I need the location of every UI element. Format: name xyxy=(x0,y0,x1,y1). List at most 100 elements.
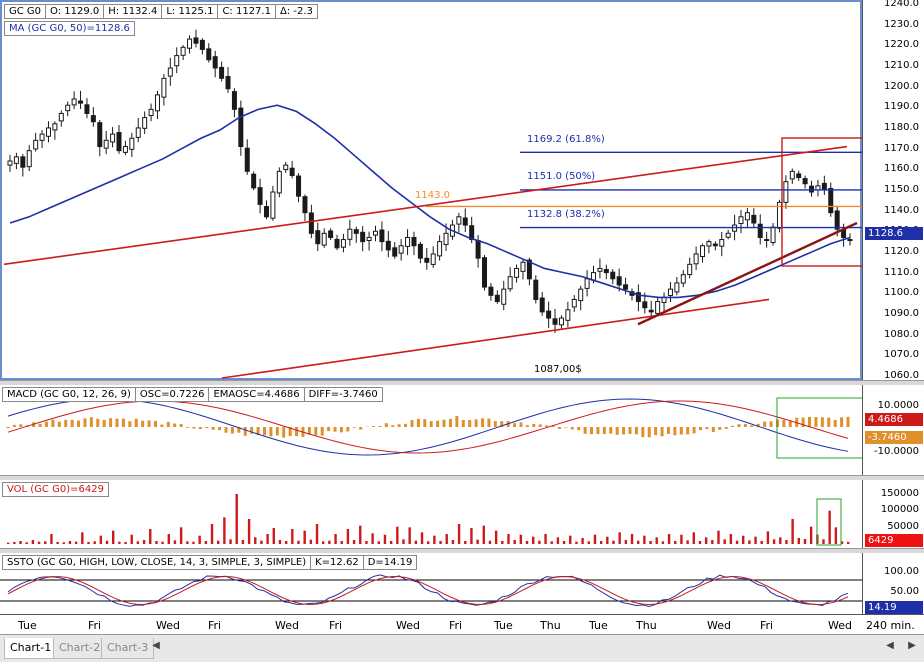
volume-tag: 6429 xyxy=(865,534,923,547)
volume-bar xyxy=(279,540,281,544)
volume-bar xyxy=(532,537,534,544)
macd-histogram-bar xyxy=(58,422,61,427)
candle-body xyxy=(239,108,243,146)
chart-tab-bar: Chart-1 Chart-2 Chart-3 ◀ ◀ ▶ xyxy=(0,634,924,662)
candle-body xyxy=(284,165,288,169)
ssto-k: K=12.62 xyxy=(310,555,364,570)
ssto-pane[interactable]: SSTO (GC G0, HIGH, LOW, CLOSE, 14, 3, SI… xyxy=(0,553,924,614)
candle-body xyxy=(329,231,333,237)
macd-histogram-bar xyxy=(404,424,407,427)
macd-histogram-bar xyxy=(378,426,381,427)
macd-histogram-bar xyxy=(192,427,195,429)
volume-bar xyxy=(606,537,608,544)
macd-plot[interactable]: MACD (GC G0, 12, 26, 9) OSC=0.7226 EMAOS… xyxy=(0,385,862,475)
volume-label: VOL (GC G0)=6429 xyxy=(2,482,109,497)
macd-histogram-bar xyxy=(327,427,330,431)
macd-osc: OSC=0.7226 xyxy=(135,387,210,402)
volume-bar xyxy=(155,541,157,544)
price-tick: 1210.0 xyxy=(884,61,919,71)
macd-histogram-bar xyxy=(744,424,747,427)
macd-tag-pos: 4.4686 xyxy=(865,413,923,426)
price-tick: 1180.0 xyxy=(884,123,919,133)
volume-bar xyxy=(69,541,71,544)
candle-body xyxy=(335,239,339,247)
volume-bar xyxy=(705,537,707,544)
candle-body xyxy=(290,168,294,175)
price-plot[interactable]: GC G0 O: 1129.0 H: 1132.4 L: 1125.1 C: 1… xyxy=(0,0,862,380)
volume-bar xyxy=(785,540,787,544)
candle-body xyxy=(175,56,179,66)
macd-histogram-bar xyxy=(45,422,48,427)
macd-histogram-bar xyxy=(77,421,80,427)
volume-bar xyxy=(254,537,256,544)
macd-histogram-bar xyxy=(180,424,183,427)
volume-bar xyxy=(717,531,719,544)
ssto-axis[interactable]: 100.00 50.00 14.19 xyxy=(862,553,924,614)
macd-histogram-bar xyxy=(827,418,830,427)
time-axis-label: Wed xyxy=(275,619,299,632)
tab-chart-1[interactable]: Chart-1 xyxy=(4,638,57,659)
macd-histogram-bar xyxy=(128,421,131,427)
interval-label[interactable]: 240 min. xyxy=(866,619,915,632)
macd-axis[interactable]: 10.0000 -10.0000 4.4686 -3.7460 xyxy=(862,385,924,475)
change-label: Δ: -2.3 xyxy=(275,4,318,19)
candle-body xyxy=(675,283,679,292)
macd-histogram-bar xyxy=(314,427,317,435)
volume-bar xyxy=(581,538,583,544)
volume-bar xyxy=(421,532,423,544)
macd-histogram-bar xyxy=(770,421,773,427)
tab-scroll-right-icon[interactable]: ◀ xyxy=(884,640,896,652)
last-price-tag: 1128.6 xyxy=(865,227,923,240)
volume-plot[interactable]: VOL (GC G0)=6429 xyxy=(0,480,862,548)
volume-bar xyxy=(93,541,95,544)
candle-body xyxy=(604,269,608,272)
macd-histogram-bar xyxy=(212,427,215,430)
macd-histogram-bar xyxy=(686,427,689,434)
candle-body xyxy=(188,39,192,48)
candle-body xyxy=(34,140,38,149)
macd-histogram-bar xyxy=(808,417,811,427)
candle-body xyxy=(98,123,102,147)
tab-scroll-right2-icon[interactable]: ▶ xyxy=(906,640,918,652)
candle-body xyxy=(380,230,384,242)
macd-histogram-bar xyxy=(737,424,740,427)
volume-bar xyxy=(723,539,725,544)
ssto-tick-50: 50.00 xyxy=(890,587,919,597)
candle-body xyxy=(713,244,717,246)
volume-bar xyxy=(791,519,793,544)
candle-body xyxy=(444,233,448,244)
price-tick: 1070.0 xyxy=(884,350,919,360)
volume-bar xyxy=(75,542,77,544)
ssto-plot[interactable]: SSTO (GC G0, HIGH, LOW, CLOSE, 14, 3, SI… xyxy=(0,553,862,614)
time-axis-label: Wed xyxy=(156,619,180,632)
volume-bar xyxy=(649,541,651,544)
macd-pane[interactable]: MACD (GC G0, 12, 26, 9) OSC=0.7226 EMAOS… xyxy=(0,385,924,475)
price-pane[interactable]: GC G0 O: 1129.0 H: 1132.4 L: 1125.1 C: 1… xyxy=(0,0,924,380)
volume-pane[interactable]: VOL (GC G0)=6429 150000 100000 50000 642… xyxy=(0,480,924,548)
macd-histogram-bar xyxy=(244,427,247,436)
macd-histogram-bar xyxy=(148,420,151,427)
macd-histogram-bar xyxy=(699,427,702,430)
candle-body xyxy=(354,230,358,234)
tab-scroll-left-icon[interactable]: ◀ xyxy=(150,640,162,652)
candle-body xyxy=(534,280,538,299)
candle-body xyxy=(765,240,769,241)
time-axis-label: Fri xyxy=(88,619,101,632)
tab-chart-3[interactable]: Chart-3 xyxy=(101,638,154,659)
volume-bar xyxy=(643,536,645,544)
candle-body xyxy=(829,188,833,212)
time-axis-label: Tue xyxy=(494,619,513,632)
candle-body xyxy=(476,240,480,258)
macd-histogram-bar xyxy=(494,421,497,427)
volume-bar xyxy=(322,541,324,544)
candle-body xyxy=(681,275,685,283)
macd-histogram-bar xyxy=(398,424,401,427)
ssto-label: SSTO (GC G0, HIGH, LOW, CLOSE, 14, 3, SI… xyxy=(2,555,311,570)
candle-body xyxy=(797,174,801,178)
candle-body xyxy=(720,240,724,247)
tab-chart-2[interactable]: Chart-2 xyxy=(53,638,106,659)
time-axis-label: Thu xyxy=(540,619,561,632)
volume-axis[interactable]: 150000 100000 50000 6429 xyxy=(862,480,924,548)
